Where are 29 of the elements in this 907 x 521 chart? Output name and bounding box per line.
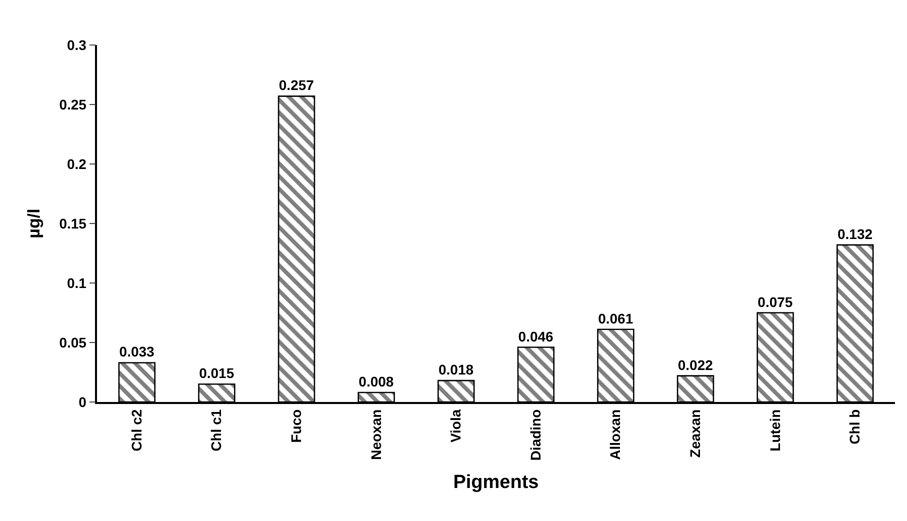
data-label: 0.018 bbox=[438, 362, 474, 378]
x-tick-label: Lutein bbox=[766, 409, 783, 452]
x-tick-label: Fuco bbox=[288, 409, 304, 443]
y-tick-label: 0.2 bbox=[66, 156, 87, 172]
data-label: 0.075 bbox=[758, 294, 793, 310]
y-axis-title: µg/l bbox=[24, 208, 44, 238]
data-label: 0.022 bbox=[678, 356, 714, 373]
data-label: 0.008 bbox=[358, 373, 394, 390]
data-label: 0.132 bbox=[837, 226, 873, 242]
x-tick-label: Chl c2 bbox=[128, 409, 144, 452]
y-tick-label: 0.05 bbox=[59, 334, 87, 350]
x-tick-label: Diadino bbox=[527, 409, 544, 461]
data-label: 0.015 bbox=[199, 365, 234, 382]
x-tick-label: Neoxan bbox=[368, 409, 384, 460]
x-tick-label: Alloxan bbox=[607, 409, 624, 460]
y-tick-label: 0.25 bbox=[59, 96, 87, 112]
data-label: 0.046 bbox=[518, 328, 554, 344]
x-tick-label: Chl c1 bbox=[208, 409, 224, 452]
y-tick-label: 0.15 bbox=[59, 215, 87, 232]
x-axis-title: Pigments bbox=[453, 472, 539, 493]
y-tick-label: 0.1 bbox=[66, 274, 87, 291]
x-tick-label: Chl b bbox=[846, 409, 863, 444]
y-tick-label: 0.3 bbox=[66, 36, 87, 53]
data-label: 0.257 bbox=[278, 77, 314, 94]
x-tick-label: Viola bbox=[448, 409, 464, 443]
y-tick-label: 0 bbox=[78, 394, 87, 410]
x-tick-label: Zeaxan bbox=[687, 409, 704, 458]
data-label: 0.033 bbox=[119, 344, 155, 360]
data-label: 0.061 bbox=[598, 310, 634, 326]
